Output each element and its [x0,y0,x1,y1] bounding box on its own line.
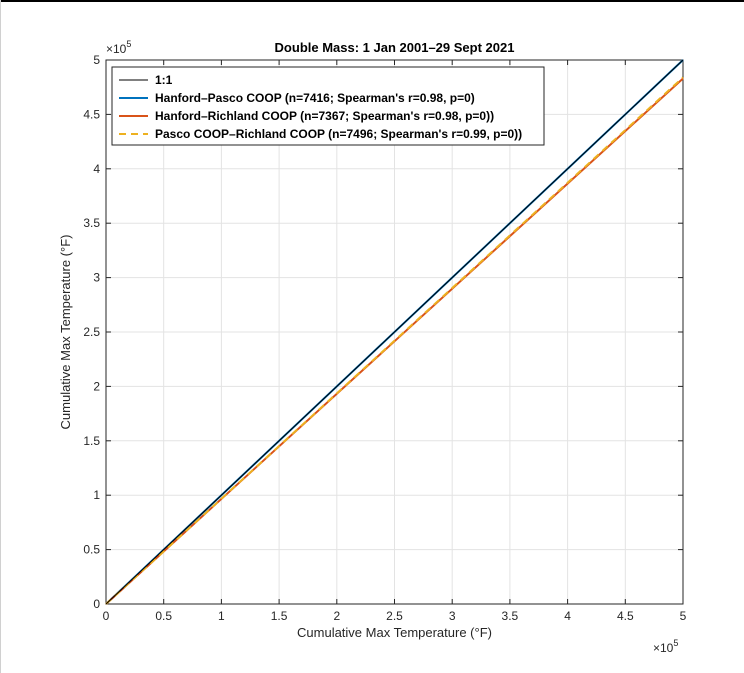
y-exponent-power: 5 [126,39,131,49]
x-tick-label: 2.5 [386,609,403,623]
x-axis-exponent: ×105 [653,638,678,655]
y-tick-label: 0 [93,597,100,611]
legend-label: Hanford–Richland COOP (n=7367; Spearman'… [155,109,494,123]
series-lines [105,59,684,605]
y-tick-label: 5 [93,53,100,67]
x-tick-label: 4 [564,609,571,623]
chart-title: Double Mass: 1 Jan 2001–29 Sept 2021 [275,40,515,55]
x-exponent-base: ×10 [653,641,674,655]
x-tick-label: 3 [449,609,456,623]
legend-label: Pasco COOP–Richland COOP (n=7496; Spearm… [155,127,522,141]
y-tick-label: 2 [93,379,100,393]
x-tick-label: 4.5 [617,609,634,623]
x-tick-label: 1.5 [271,609,288,623]
figure-left-border [0,0,1,673]
y-exponent-base: ×10 [106,42,127,56]
y-tick-label: 4.5 [83,107,100,121]
y-tick-label: 1.5 [83,434,100,448]
figure-top-border [0,0,744,2]
legend-items: 1:1 Hanford–Pasco COOP (n=7416; Spearman'… [119,73,522,141]
x-tick-labels: 0 0.5 1 1.5 2 2.5 3 3.5 4 4.5 5 [103,609,687,623]
x-tick-label: 2 [333,609,340,623]
y-axis-exponent: ×105 [106,39,131,56]
legend: 1:1 Hanford–Pasco COOP (n=7416; Spearman'… [111,66,545,146]
x-exponent-power: 5 [673,638,678,648]
series-line-0 [105,59,684,605]
y-tick-label: 4 [93,162,100,176]
legend-box [111,66,545,146]
x-tick-label: 0 [103,609,110,623]
y-tick-label: 3 [93,271,100,285]
x-axis-label: Cumulative Max Temperature (°F) [297,625,492,640]
y-tick-label: 3.5 [83,216,100,230]
y-tick-label: 0.5 [83,543,100,557]
y-tick-label: 1 [93,488,100,502]
series-line-3 [105,76,684,605]
y-tick-labels: 0 0.5 1 1.5 2 2.5 3 3.5 4 4.5 5 [83,53,100,611]
legend-label: 1:1 [155,73,173,87]
x-tick-label: 3.5 [502,609,519,623]
x-tick-label: 0.5 [155,609,172,623]
x-tick-label: 5 [680,609,687,623]
y-axis-label: Cumulative Max Temperature (°F) [58,235,73,430]
x-tick-label: 1 [218,609,225,623]
y-tick-label: 2.5 [83,325,100,339]
legend-label: Hanford–Pasco COOP (n=7416; Spearman's r… [155,91,475,105]
axis-ticks [105,59,684,605]
